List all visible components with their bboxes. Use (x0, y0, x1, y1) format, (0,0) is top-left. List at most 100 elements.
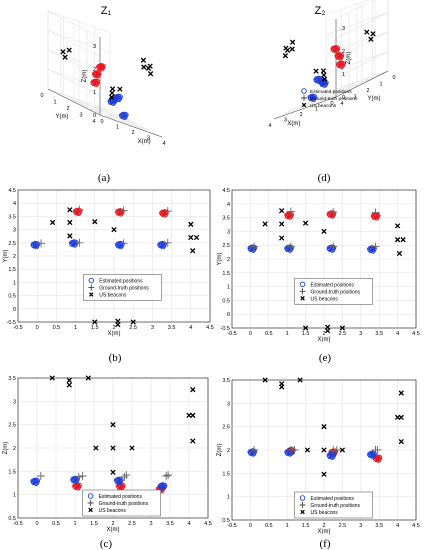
x-tick-label: 4.5 (204, 521, 212, 527)
y-tick-label: -0.5 (7, 320, 16, 326)
legend-beacon-marker (301, 102, 307, 108)
x-tick-label: 3 (151, 325, 154, 331)
y-tick-label: 4 (340, 101, 343, 107)
beacon-marker (190, 412, 196, 418)
beacon-marker (364, 29, 370, 35)
beacon-marker (262, 221, 268, 227)
estimated-cluster-blue-point (329, 454, 336, 460)
z-tick-label: 2 (93, 67, 96, 73)
ground-truth-marker (120, 472, 129, 481)
y-tick-label: 4 (92, 119, 95, 125)
x-tick-label: 2 (131, 130, 134, 136)
y-tick-label: 4 (13, 201, 16, 207)
x-tick-label: 0 (249, 523, 252, 529)
z-tick-label: 0 (93, 113, 96, 119)
y-tick-label: 2.5 (8, 241, 16, 247)
x-tick-label: 4.5 (412, 523, 420, 529)
x-tick-label: 4 (162, 141, 165, 147)
ground-truth-marker (250, 242, 259, 251)
estimated-cluster-blue (247, 244, 258, 253)
estimated-cluster-blue (284, 244, 294, 253)
estimated-cluster-red-point (94, 73, 101, 79)
legend-estimated-marker (88, 277, 95, 284)
estimated-cluster-blue (30, 477, 41, 486)
legend-ground-truth-label: Ground-truth positions (311, 503, 361, 509)
estimated-cluster-red (91, 70, 102, 79)
y-tick-label: 3 (227, 229, 230, 235)
beacon-marker (297, 377, 303, 383)
x-axis-line (99, 114, 163, 138)
x-tick-label: 0.5 (265, 331, 273, 337)
beacon-marker (109, 90, 115, 96)
estimated-cluster-red (72, 207, 83, 216)
beacon-marker (110, 422, 116, 428)
estimated-cluster-blue (115, 240, 125, 250)
estimated-cluster-blue (367, 245, 377, 254)
y-tick-label: 3 (13, 228, 16, 234)
x-tick-label: 0.5 (53, 325, 61, 331)
wall-gridline (47, 49, 101, 77)
ground-truth-marker (329, 242, 338, 251)
legend-estimated-marker (299, 281, 306, 288)
panel-caption: (e) (319, 352, 332, 364)
estimated-cluster-blue-point (116, 96, 122, 103)
legend-beacon-marker (88, 507, 93, 513)
x-tick-label: 4 (189, 325, 192, 331)
x-axis-label: X(m) (107, 527, 120, 533)
ground-truth-marker (164, 471, 173, 480)
beacon-marker (279, 384, 285, 390)
panel-caption: (b) (109, 352, 122, 364)
x-tick-label: 1 (315, 107, 318, 113)
y-tick-label: 4.5 (8, 188, 16, 194)
beacon-marker (321, 424, 327, 430)
x-tick-label: 3 (284, 118, 287, 124)
legend-box (294, 491, 373, 519)
estimated-cluster-blue (68, 239, 79, 248)
panel-a-title: Z₁ (101, 5, 112, 17)
estimated-cluster-red (96, 63, 106, 72)
estimated-cluster-blue-point (121, 114, 128, 121)
beacon-marker (67, 207, 73, 213)
y-tick-label: 1 (13, 493, 16, 499)
plot-frame (231, 189, 417, 329)
legend-box (82, 489, 161, 517)
ground-truth-marker (371, 242, 380, 251)
floor-gridline (47, 88, 111, 112)
ground-truth-marker (371, 208, 380, 217)
estimated-cluster-red (284, 211, 294, 220)
legend-estimated-label: Estimated positions (310, 89, 352, 95)
x-tick-label: -0.5 (227, 331, 236, 337)
wall-gridline (325, 0, 370, 16)
panel-f-plot: -0.5 0 0.5 1 1.5 2 2.5 3 3.5 4 4.5 0.5 1 1.5 2 2.5 3 3.5 X… (217, 377, 420, 550)
panel-d-title: Z₂ (315, 5, 326, 17)
estimated-cluster-red (334, 52, 345, 61)
y-tick-label: 1.5 (8, 267, 16, 273)
beacon-marker (262, 377, 268, 383)
x-tick-label: 3.5 (166, 521, 174, 527)
legend-estimated-label: Estimated positions (311, 496, 355, 502)
y-tick-label: 3 (13, 399, 16, 405)
estimated-cluster-blue-point (287, 247, 293, 253)
x-tick-label: 3.5 (168, 325, 176, 331)
z-tick-label: 1 (93, 90, 96, 96)
x-tick-label: 0 (330, 101, 333, 107)
y-axis-line (47, 88, 101, 116)
beacon-marker (394, 237, 401, 243)
estimated-cluster-blue-point (160, 485, 167, 491)
estimated-cluster-red (159, 209, 169, 218)
x-tick-label: 4 (396, 523, 399, 529)
y-tick-label: 1.5 (8, 469, 16, 475)
x-tick-label: 1 (74, 325, 77, 331)
legend-estimated-label: Estimated positions (311, 282, 355, 288)
x-tick-label: 3.5 (375, 523, 383, 529)
y-axis-label: Y(m) (3, 250, 9, 263)
y-tick-label: 0.5 (222, 518, 230, 524)
x-tick-label: 3 (147, 136, 150, 142)
y-tick-label: 4.5 (222, 188, 230, 194)
beacon-marker (108, 94, 115, 100)
beacon-marker (279, 221, 285, 227)
x-tick-label: 1 (116, 125, 119, 131)
wall-gridline (47, 10, 111, 34)
estimated-cluster-blue-point (116, 479, 123, 486)
